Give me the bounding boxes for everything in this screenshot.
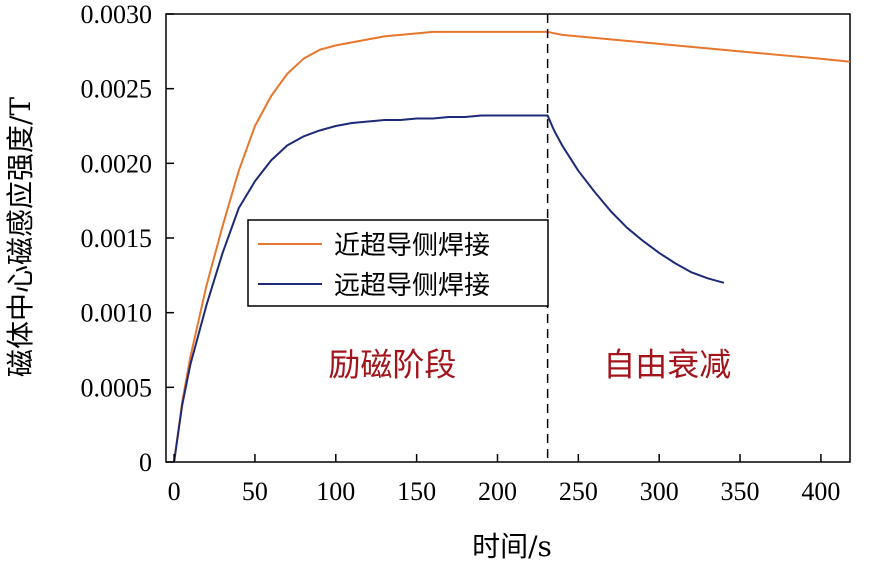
x-tick-label: 350 [721,477,760,506]
series-layer [173,30,851,463]
y-tick-label: 0.0020 [81,149,153,178]
x-tick-label: 150 [397,477,436,506]
y-tick-label: 0 [139,448,152,477]
y-axis-title: 磁体中心磁感应强度/T [4,97,37,377]
x-tick-label: 200 [478,477,517,506]
x-tick-label: 50 [242,477,268,506]
y-tick-label: 0.0030 [81,0,153,29]
x-tick-label: 100 [316,477,355,506]
y-tick-label: 0.0015 [81,224,153,253]
y-tick-label: 0.0025 [81,75,153,104]
x-tick-label: 300 [640,477,679,506]
legend-label-far-side: 远超导侧焊接 [334,271,490,301]
y-tick-label: 0.0005 [81,373,153,402]
phase-annotation-1: 自由衰减 [603,345,731,383]
x-tick-label: 250 [559,477,598,506]
legend: 近超导侧焊接 远超导侧焊接 [247,219,549,307]
legend-label-near-side: 近超导侧焊接 [334,231,490,261]
x-tick-label: 400 [801,477,840,506]
x-axis-title: 时间/s [472,530,552,563]
series-line-0 [173,30,851,463]
annotations-layer: 励磁阶段 自由衰减 [328,345,731,383]
ticks-layer: 0 50 100 150 200 250 300 350 400 0 0.0005 0.0010 0.0… [81,0,841,506]
legend-box [247,219,549,307]
y-tick-label: 0.0010 [81,299,153,328]
x-tick-label: 0 [168,477,181,506]
phase-annotation-0: 励磁阶段 [328,345,456,383]
series-line-1 [173,114,725,463]
